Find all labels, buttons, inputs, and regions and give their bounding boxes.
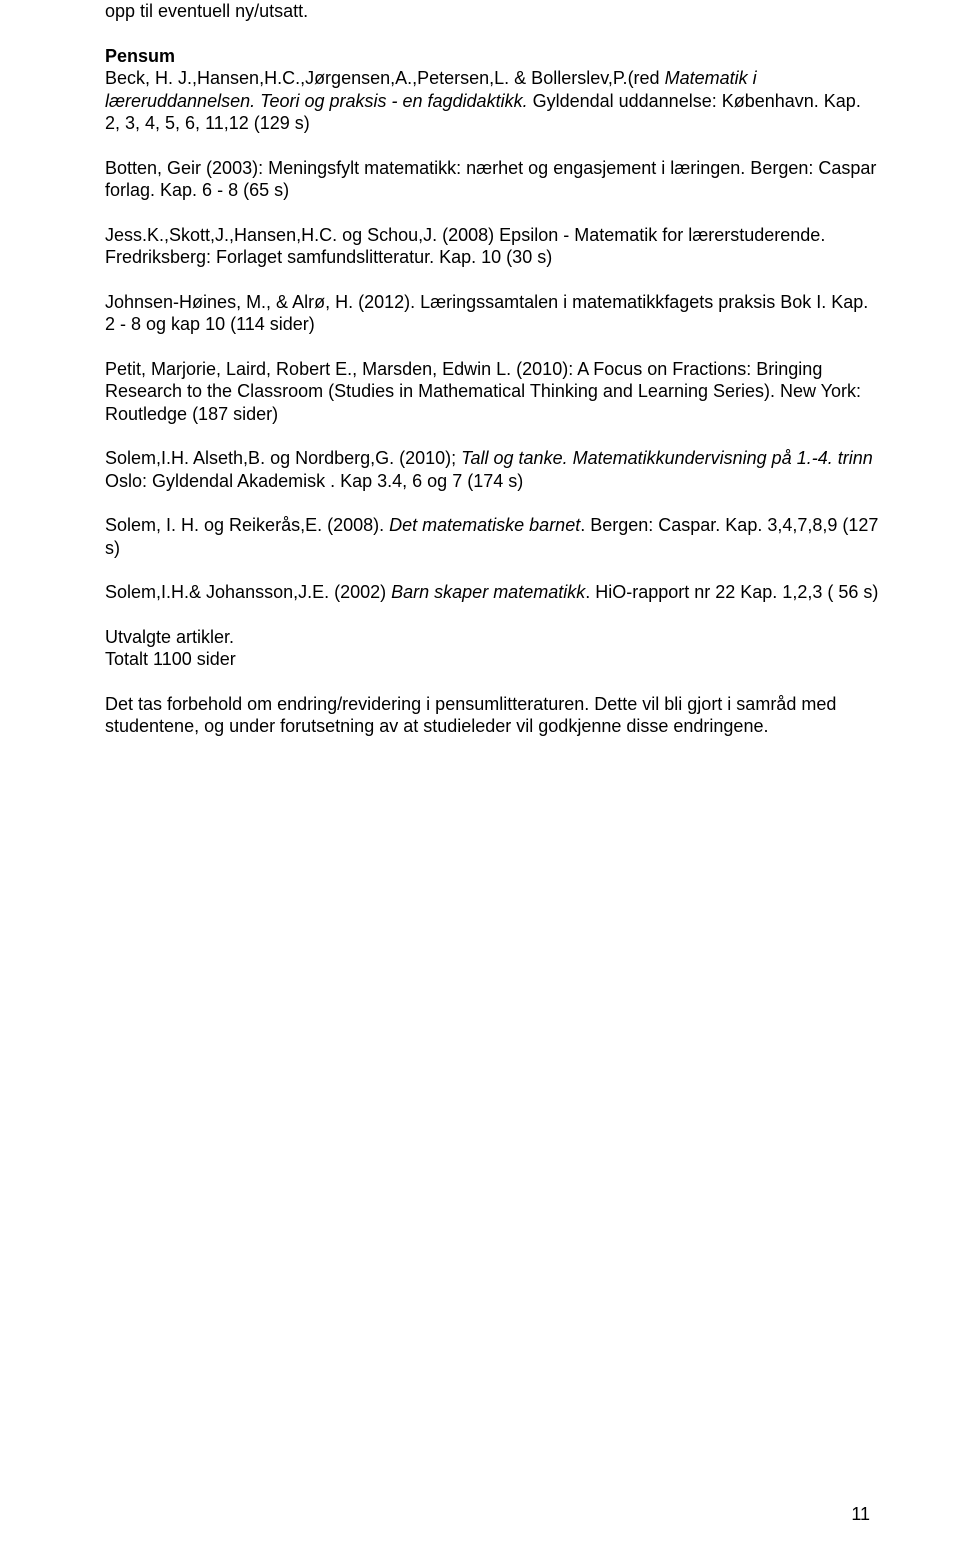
ref-text: . HiO-rapport nr 22 Kap. 1,2,3 ( 56 s): [585, 582, 878, 602]
page-number: 11: [851, 1503, 870, 1526]
ref-text: Solem,I.H.& Johansson,J.E. (2002): [105, 582, 391, 602]
ref-title-italic: Tall og tanke. Matematikkundervisning på…: [461, 448, 873, 468]
reference-johnsen: Johnsen-Høines, M., & Alrø, H. (2012). L…: [105, 291, 880, 336]
reference-solem-2002: Solem,I.H.& Johansson,J.E. (2002) Barn s…: [105, 581, 880, 604]
document-page: opp til eventuell ny/utsatt. Pensum Beck…: [0, 0, 960, 1565]
article-summary: Utvalgte artikler. Totalt 1100 sider: [105, 626, 880, 671]
disclaimer: Det tas forbehold om endring/revidering …: [105, 693, 880, 738]
ref-text: Beck, H. J.,Hansen,H.C.,Jørgensen,A.,Pet…: [105, 68, 665, 88]
reference-solem-2010: Solem,I.H. Alseth,B. og Nordberg,G. (201…: [105, 447, 880, 492]
reference-petit: Petit, Marjorie, Laird, Robert E., Marsd…: [105, 358, 880, 426]
reference-botten: Botten, Geir (2003): Meningsfylt matemat…: [105, 157, 880, 202]
ref-title-italic: Barn skaper matematikk: [391, 582, 585, 602]
ref-text: Oslo: Gyldendal Akademisk . Kap 3.4, 6 o…: [105, 471, 523, 491]
ref-text: Solem, I. H. og Reikerås,E. (2008).: [105, 515, 389, 535]
ref-title-italic: Det matematiske barnet: [389, 515, 580, 535]
reference-solem-2008: Solem, I. H. og Reikerås,E. (2008). Det …: [105, 514, 880, 559]
intro-line: opp til eventuell ny/utsatt.: [105, 0, 880, 23]
total-pages-line: Totalt 1100 sider: [105, 649, 236, 669]
selected-articles-line: Utvalgte artikler.: [105, 627, 234, 647]
pensum-heading: Pensum: [105, 45, 880, 68]
reference-beck: Beck, H. J.,Hansen,H.C.,Jørgensen,A.,Pet…: [105, 67, 880, 135]
ref-text: Solem,I.H. Alseth,B. og Nordberg,G. (201…: [105, 448, 461, 468]
reference-jess: Jess.K.,Skott,J.,Hansen,H.C. og Schou,J.…: [105, 224, 880, 269]
